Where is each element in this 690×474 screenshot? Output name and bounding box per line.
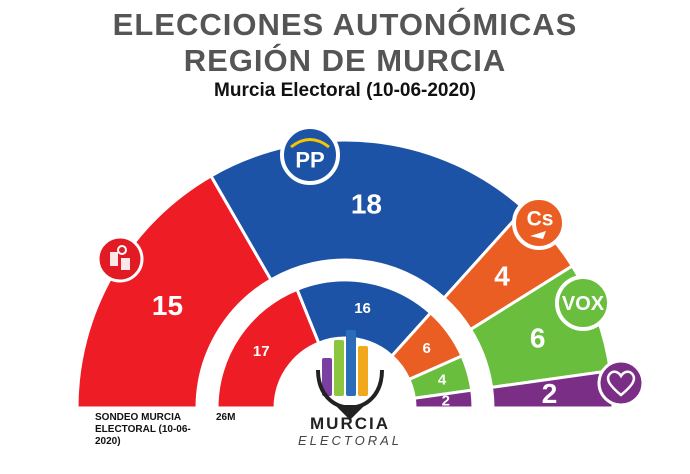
outer-seat-label-psoe: 15 xyxy=(152,290,183,321)
vox-logo-icon: VOX xyxy=(555,275,611,331)
pp-badge-text: PP xyxy=(295,148,324,173)
inner-seat-label-psoe: 17 xyxy=(253,343,270,360)
inner-slice-psoe xyxy=(215,287,321,410)
psoe-logo-icon xyxy=(96,235,144,283)
chart-title-line-1: ELECCIONES AUTONÓMICAS xyxy=(112,7,578,42)
inner-seat-label-vox: 4 xyxy=(438,372,447,389)
outer-seat-label-vox: 6 xyxy=(530,322,546,353)
inner-seat-label-cs: 6 xyxy=(423,340,431,357)
pp-logo-icon: PP xyxy=(280,125,340,185)
chart-subtitle: Murcia Electoral (10-06-2020) xyxy=(214,80,476,101)
vox-badge-text: VOX xyxy=(562,293,605,315)
chart-title-line-2: REGIÓN DE MURCIA xyxy=(183,43,507,78)
outer-ring xyxy=(75,138,615,410)
outer-ring-legend: SONDEO MURCIA ELECTORAL (10-06-2020) xyxy=(95,412,191,447)
inner-ring xyxy=(215,278,475,410)
cs-badge-text: Cs xyxy=(527,208,554,231)
outer-seat-label-cs: 4 xyxy=(494,261,510,292)
outer-slice-psoe xyxy=(75,173,274,410)
inner-seat-label-podemos: 2 xyxy=(442,392,450,409)
cs-logo-icon: Cs xyxy=(512,196,566,250)
inner-seat-label-pp: 16 xyxy=(354,300,371,317)
outer-seat-label-podemos: 2 xyxy=(542,378,558,409)
logo-wordmark: MURCIA xyxy=(310,414,390,433)
inner-slice-podemos xyxy=(412,388,475,410)
podemos-heart-icon xyxy=(597,359,645,407)
murcia-electoral-logo-icon xyxy=(316,330,384,420)
inner-ring-legend: 26M xyxy=(216,412,236,423)
logo-tagline: ELECTORAL xyxy=(297,433,403,448)
outer-seat-label-pp: 18 xyxy=(351,189,382,220)
